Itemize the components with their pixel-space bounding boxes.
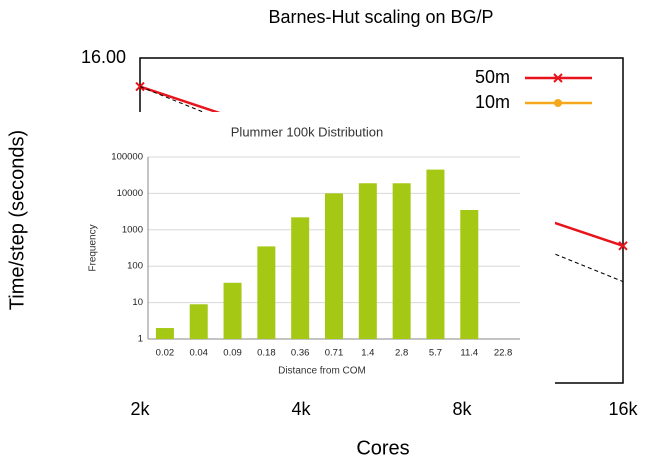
- y-tick-label: 10000: [117, 188, 143, 199]
- bar: [257, 246, 276, 339]
- x-tick-label: 11.4: [460, 348, 478, 359]
- y-tick-label: 1000: [122, 224, 143, 235]
- x-tick-label: 0.09: [223, 348, 242, 359]
- x-tick-label: 2.8: [395, 348, 408, 359]
- legend-label: 50m: [475, 67, 510, 87]
- marker: [135, 81, 145, 92]
- bar: [426, 169, 445, 339]
- x-tick-label: 1.4: [361, 348, 374, 359]
- bar: [223, 282, 242, 339]
- legend-label: 10m: [475, 92, 510, 112]
- bar: [155, 328, 174, 339]
- x-tick-label: 2k: [130, 399, 150, 419]
- x-tick-label: 0.02: [156, 348, 175, 359]
- chart-title: Barnes-Hut scaling on BG/P: [268, 7, 493, 27]
- x-tick-label: 0.18: [257, 348, 276, 359]
- marker: [618, 241, 628, 251]
- legend-marker: [553, 73, 563, 83]
- bar: [325, 193, 343, 339]
- x-tick-label: 0.36: [291, 348, 310, 359]
- x-tick-label: 0.71: [325, 348, 344, 359]
- y-tick-label: 100: [127, 261, 143, 272]
- x-tick-label: 4k: [291, 399, 311, 419]
- bar: [291, 217, 310, 339]
- y-tick-label: 1: [138, 334, 143, 345]
- x-axis-label: Cores: [356, 437, 409, 459]
- x-tick-label: 8k: [452, 399, 472, 419]
- inset-x-label: Distance from COM: [278, 366, 366, 377]
- x-tick-label: 16k: [608, 399, 638, 419]
- inset-title: Plummer 100k Distribution: [231, 124, 383, 139]
- x-tick-label: 0.04: [189, 348, 208, 359]
- x-tick-label: 5.7: [429, 348, 442, 359]
- inset-background: [75, 112, 555, 385]
- x-tick-label: 22.8: [494, 348, 513, 359]
- inset-y-label: Frequency: [88, 224, 99, 271]
- y-tick-label: 100000: [111, 152, 143, 163]
- y-tick-label: 10: [132, 297, 143, 308]
- bar: [392, 183, 411, 339]
- y-tick-label: 16.00: [81, 47, 126, 67]
- bar: [460, 209, 479, 339]
- bar: [189, 304, 208, 339]
- legend-marker: [554, 99, 562, 107]
- y-axis-label: Time/step (seconds): [6, 130, 28, 310]
- bar: [358, 183, 377, 339]
